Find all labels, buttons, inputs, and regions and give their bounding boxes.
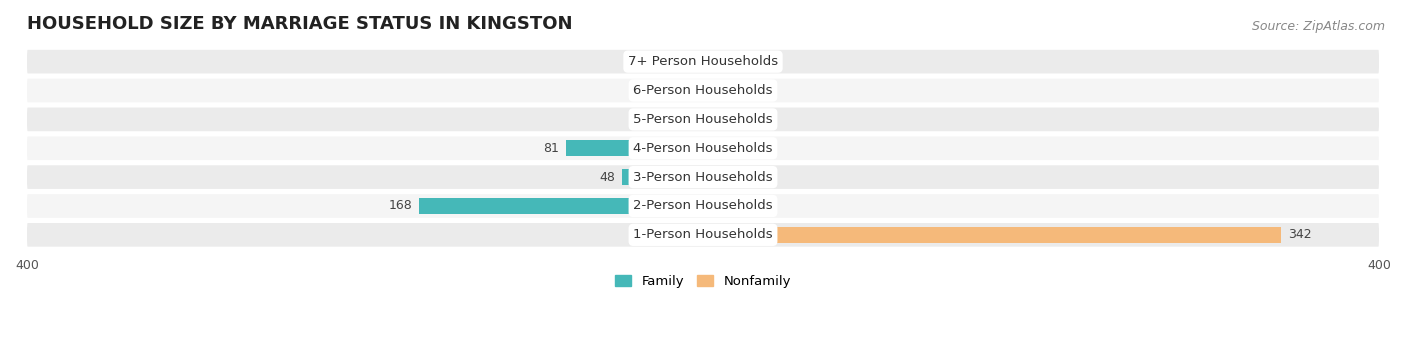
- Bar: [703, 198, 754, 214]
- Text: 0: 0: [761, 55, 769, 68]
- Bar: [703, 140, 754, 156]
- Text: 2-Person Households: 2-Person Households: [633, 200, 773, 212]
- FancyBboxPatch shape: [27, 223, 1379, 247]
- Bar: [703, 169, 754, 185]
- Text: 16: 16: [630, 55, 645, 68]
- Bar: [419, 198, 703, 214]
- Text: 4-Person Households: 4-Person Households: [633, 142, 773, 155]
- FancyBboxPatch shape: [27, 165, 1379, 189]
- Text: 168: 168: [388, 200, 412, 212]
- FancyBboxPatch shape: [27, 50, 1379, 73]
- Bar: [652, 83, 703, 99]
- Text: 0: 0: [761, 171, 769, 184]
- FancyBboxPatch shape: [27, 136, 1379, 160]
- Text: 3-Person Households: 3-Person Households: [633, 171, 773, 184]
- FancyBboxPatch shape: [27, 107, 1379, 131]
- FancyBboxPatch shape: [27, 194, 1379, 218]
- Text: 6-Person Households: 6-Person Households: [633, 84, 773, 97]
- Bar: [652, 112, 703, 127]
- Bar: [703, 83, 754, 99]
- Text: 0: 0: [761, 142, 769, 155]
- Bar: [621, 169, 703, 185]
- Bar: [703, 227, 1281, 243]
- Text: 7+ Person Households: 7+ Person Households: [628, 55, 778, 68]
- Text: 0: 0: [761, 200, 769, 212]
- Text: 342: 342: [1288, 228, 1312, 241]
- Text: 3: 3: [638, 113, 645, 126]
- Bar: [703, 112, 754, 127]
- Text: 48: 48: [599, 171, 614, 184]
- Text: 0: 0: [761, 84, 769, 97]
- Bar: [567, 140, 703, 156]
- Text: 81: 81: [544, 142, 560, 155]
- Bar: [652, 54, 703, 70]
- Text: 5-Person Households: 5-Person Households: [633, 113, 773, 126]
- Text: 0: 0: [761, 113, 769, 126]
- FancyBboxPatch shape: [27, 79, 1379, 102]
- Text: Source: ZipAtlas.com: Source: ZipAtlas.com: [1251, 20, 1385, 33]
- Bar: [703, 54, 754, 70]
- Bar: [652, 227, 703, 243]
- Text: 0: 0: [637, 228, 645, 241]
- Text: HOUSEHOLD SIZE BY MARRIAGE STATUS IN KINGSTON: HOUSEHOLD SIZE BY MARRIAGE STATUS IN KIN…: [27, 15, 572, 33]
- Text: 0: 0: [637, 84, 645, 97]
- Legend: Family, Nonfamily: Family, Nonfamily: [610, 270, 796, 293]
- Text: 1-Person Households: 1-Person Households: [633, 228, 773, 241]
